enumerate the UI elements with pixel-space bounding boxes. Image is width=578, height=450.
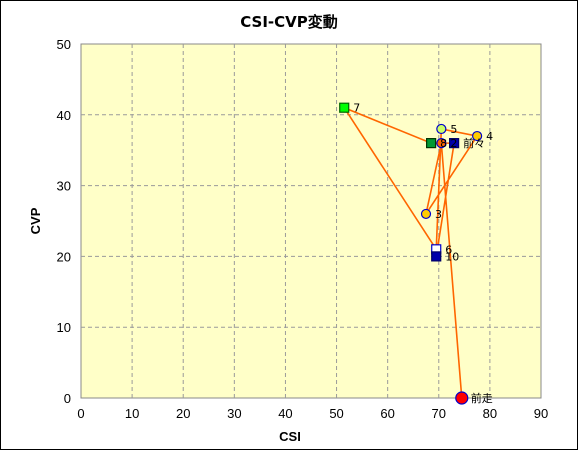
x-tick-label: 70 (432, 406, 446, 421)
grid-lines (81, 44, 541, 398)
point-marker (431, 251, 442, 262)
x-tick-label: 80 (483, 406, 497, 421)
series-points (339, 102, 483, 405)
point-label: 6 (445, 243, 452, 256)
point-marker (426, 138, 437, 149)
point-label: 前走 (471, 391, 493, 405)
y-tick-label: 20 (57, 249, 71, 264)
y-tick-label: 10 (57, 320, 71, 335)
point-marker (472, 130, 483, 142)
point-labels: 前走 2 3 4 5 6 7 8 前々 10 (353, 102, 493, 405)
point-marker (420, 208, 432, 220)
x-tick-label: 60 (380, 406, 394, 421)
point-marker (436, 138, 447, 149)
x-tick-label: 90 (534, 406, 548, 421)
chart-title: CSI-CVP変動 (240, 13, 338, 31)
plot-area (80, 43, 542, 399)
point-marker (449, 138, 460, 149)
x-tick-label: 50 (329, 406, 343, 421)
point-label: 7 (353, 102, 360, 115)
y-axis-title: CVP (28, 207, 43, 234)
point-marker (339, 102, 350, 113)
y-tick-label: 0 (64, 391, 71, 406)
point-label: 2 (450, 137, 457, 150)
x-axis-ticks: 0 10 20 30 40 50 60 70 80 90 (77, 406, 548, 421)
x-tick-label: 30 (227, 406, 241, 421)
x-tick-label: 10 (125, 406, 139, 421)
point-label: 3 (435, 208, 442, 221)
y-tick-label: 30 (57, 179, 71, 194)
x-tick-label: 40 (278, 406, 292, 421)
point-label: 4 (486, 130, 493, 143)
point-marker (455, 391, 469, 405)
point-label: 前々 (463, 136, 485, 150)
y-tick-label: 40 (57, 108, 71, 123)
point-marker (436, 123, 447, 135)
x-tick-label: 20 (176, 406, 190, 421)
point-label: 8 (440, 137, 447, 150)
x-axis-title: CSI (279, 429, 301, 444)
y-axis-ticks: 0 10 20 30 40 50 (57, 37, 71, 406)
y-tick-label: 50 (57, 37, 71, 52)
point-label: 10 (445, 250, 459, 263)
point-label: 5 (450, 123, 457, 136)
x-tick-label: 0 (77, 406, 84, 421)
